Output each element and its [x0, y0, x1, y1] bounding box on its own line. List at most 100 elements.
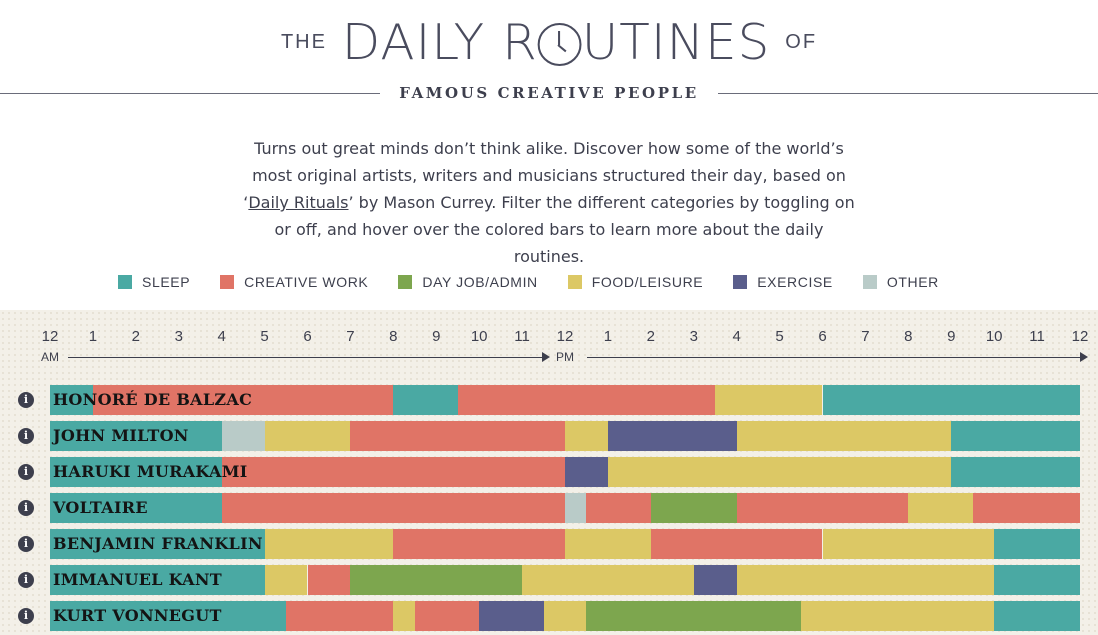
routine-bar-food[interactable] [543, 601, 587, 631]
legend-swatch-exercise [733, 275, 748, 289]
routine-bar-dayjob[interactable] [650, 493, 737, 523]
subtitle: FAMOUS CREATIVE PEOPLE [399, 84, 699, 102]
routine-row: HARUKI MURAKAMI [50, 457, 1080, 487]
legend-label: OTHER [886, 274, 939, 290]
legend-swatch-other [862, 275, 877, 289]
routine-bar-sleep[interactable] [994, 529, 1080, 559]
hour-tick-label: 12 [1071, 328, 1089, 345]
axis-arrow-line [587, 357, 1081, 358]
routine-bar-sleep[interactable] [951, 457, 1080, 487]
legend-swatch-sleep [118, 275, 132, 289]
routine-bar-creative[interactable] [414, 601, 480, 631]
legend-swatch-food [567, 275, 582, 289]
legend-toggle-food[interactable]: FOOD/LEISURE [567, 274, 703, 290]
routine-bar-creative[interactable] [221, 493, 565, 523]
routine-bar-food[interactable] [522, 565, 694, 595]
hour-tick-label: 12 [41, 328, 59, 345]
hour-tick-label: 8 [389, 328, 398, 345]
hour-tick-label: 2 [131, 328, 140, 345]
hour-tick-label: 10 [470, 328, 488, 345]
routine-bar-dayjob[interactable] [350, 565, 523, 595]
legend-toggle-exercise[interactable]: EXERCISE [733, 274, 833, 290]
hour-tick-label: 1 [88, 328, 98, 345]
routine-bar-creative[interactable] [350, 421, 565, 451]
routine-bar-exercise[interactable] [607, 421, 737, 451]
routine-bar-sleep[interactable] [951, 421, 1080, 451]
routine-bar-creative[interactable] [972, 493, 1080, 523]
routine-bar-creative[interactable] [457, 385, 716, 415]
routine-bar-food[interactable] [736, 565, 995, 595]
routine-bar-sleep[interactable] [50, 385, 93, 415]
routine-bar-food[interactable] [736, 421, 952, 451]
routine-bar-food[interactable] [565, 529, 651, 559]
hour-tick-label: 9 [947, 328, 956, 345]
info-icon[interactable]: i [18, 428, 34, 444]
info-icon[interactable]: i [18, 500, 34, 516]
hour-tick-label: 6 [818, 328, 827, 345]
routine-bar-food[interactable] [565, 421, 608, 451]
legend-swatch-dayjob [398, 275, 413, 289]
daily-rituals-link[interactable]: Daily Rituals [248, 193, 349, 212]
routine-bar-food[interactable] [393, 601, 415, 631]
routine-bar-exercise[interactable] [565, 457, 608, 487]
routine-bar-creative[interactable] [650, 529, 823, 559]
routine-bar-sleep[interactable] [50, 457, 222, 487]
routine-bar-food[interactable] [264, 421, 351, 451]
routine-bar-exercise[interactable] [479, 601, 544, 631]
routine-bar-creative[interactable] [92, 385, 394, 415]
routine-bar-sleep[interactable] [822, 385, 1080, 415]
routine-bar-food[interactable] [715, 385, 823, 415]
title-suffix: OF [785, 31, 818, 53]
routine-bar-creative[interactable] [307, 565, 351, 595]
routine-bar-food[interactable] [607, 457, 952, 487]
routine-bar-sleep[interactable] [50, 421, 222, 451]
routine-bar-dayjob[interactable] [586, 601, 802, 631]
routine-bar-creative[interactable] [286, 601, 394, 631]
info-icon[interactable]: i [18, 536, 34, 552]
intro-line3-text: ’ by Mason Currey. Filter the different … [348, 193, 855, 212]
legend-label: CREATIVE WORK [244, 274, 369, 290]
hour-tick-label: 11 [1029, 328, 1045, 345]
routine-bar-creative[interactable] [221, 457, 565, 487]
intro-line: routines. [513, 247, 585, 266]
intro-text: Turns out great minds don’t think alike.… [229, 135, 869, 270]
hour-tick-label: 5 [260, 328, 269, 345]
routine-bar-creative[interactable] [393, 529, 565, 559]
routine-bar-sleep[interactable] [994, 565, 1080, 595]
routine-bar-food[interactable] [801, 601, 995, 631]
routine-bar-other[interactable] [565, 493, 587, 523]
title-prefix: THE [280, 31, 327, 53]
routine-bar-sleep[interactable] [994, 601, 1080, 631]
hour-tick-label: 1 [603, 328, 613, 345]
title-main: DAILY R UTINES [342, 14, 771, 71]
routine-bar-sleep[interactable] [50, 601, 287, 631]
routine-row: VOLTAIRE [50, 493, 1080, 523]
title-main-part2: UTINES [581, 14, 771, 71]
info-icon[interactable]: i [18, 608, 34, 624]
routine-bar-food[interactable] [264, 565, 308, 595]
hour-tick-label: 7 [861, 328, 870, 345]
legend-toggle-dayjob[interactable]: DAY JOB/ADMIN [398, 274, 537, 290]
info-icon[interactable]: i [18, 572, 34, 588]
routine-row: JOHN MILTON [50, 421, 1080, 451]
routine-bar-other[interactable] [221, 421, 265, 451]
intro-line: Turns out great minds don’t think alike.… [254, 139, 844, 158]
routine-bar-sleep[interactable] [393, 385, 458, 415]
routine-bar-creative[interactable] [736, 493, 909, 523]
routine-bar-creative[interactable] [586, 493, 651, 523]
meridiem-label: PM [556, 350, 574, 364]
routine-bar-sleep[interactable] [50, 565, 265, 595]
routine-bar-food[interactable] [908, 493, 973, 523]
routine-bar-exercise[interactable] [693, 565, 737, 595]
routine-bar-sleep[interactable] [50, 493, 222, 523]
hour-tick-label: 12 [556, 328, 574, 345]
routine-bar-sleep[interactable] [50, 529, 265, 559]
info-icon[interactable]: i [18, 392, 34, 408]
legend-toggle-other[interactable]: OTHER [862, 274, 939, 290]
info-icon[interactable]: i [18, 464, 34, 480]
legend-toggle-sleep[interactable]: SLEEP [118, 274, 190, 290]
legend-toggle-creative[interactable]: CREATIVE WORK [220, 274, 368, 290]
legend-swatch-creative [220, 275, 235, 289]
routine-bar-food[interactable] [264, 529, 394, 559]
routine-bar-food[interactable] [822, 529, 995, 559]
